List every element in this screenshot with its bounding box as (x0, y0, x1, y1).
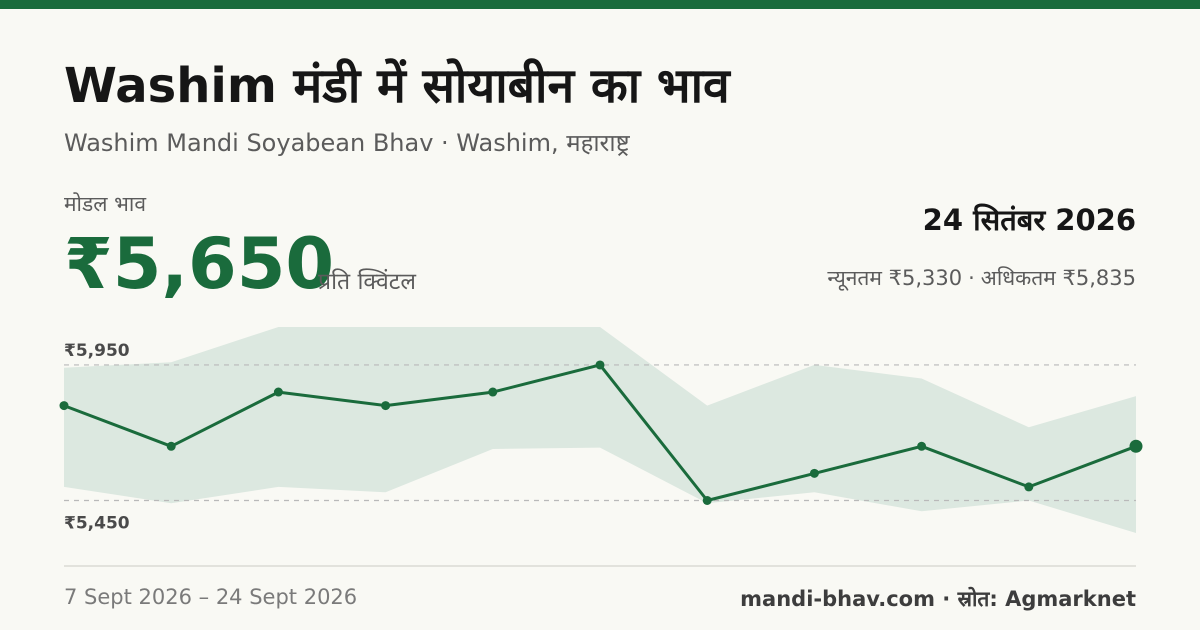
data-point (595, 360, 605, 370)
max-price: अधिकतम ₹5,835 (980, 266, 1136, 290)
data-point (1024, 482, 1034, 492)
price-range-band (64, 327, 1136, 533)
page-subtitle: Washim Mandi Soyabean Bhav · Washim, महा… (64, 129, 630, 157)
data-point (702, 495, 712, 505)
data-point (273, 387, 283, 397)
footer-divider (64, 565, 1136, 567)
data-point (809, 468, 819, 478)
y-tick-label: ₹5,450 (64, 513, 130, 533)
data-point (166, 441, 176, 451)
price-chart: ₹5,450 ₹5,950 (59, 327, 1143, 533)
page-title: Washim मंडी में सोयाबीन का भाव (64, 58, 730, 114)
data-point (488, 387, 498, 397)
data-point (917, 441, 927, 451)
separator-dot: · (968, 266, 975, 290)
price-unit: प्रति क्विंटल (318, 269, 416, 295)
source-credit: mandi-bhav.com · स्रोत: Agmarknet (740, 587, 1136, 611)
top-accent-bar (0, 0, 1200, 9)
min-max-prices: न्यूनतम ₹5,330 · अधिकतम ₹5,835 (827, 264, 1136, 292)
data-point (1129, 439, 1143, 453)
model-price-label: मोडल भाव (64, 192, 147, 216)
data-point (59, 401, 69, 411)
y-tick-label: ₹5,950 (64, 341, 130, 361)
data-point (381, 401, 391, 411)
date-range: 7 Sept 2026 – 24 Sept 2026 (64, 585, 358, 609)
min-price: न्यूनतम ₹5,330 (827, 266, 963, 290)
price-date: 24 सितंबर 2026 (922, 203, 1136, 237)
model-price-value: ₹5,650 (64, 223, 335, 305)
